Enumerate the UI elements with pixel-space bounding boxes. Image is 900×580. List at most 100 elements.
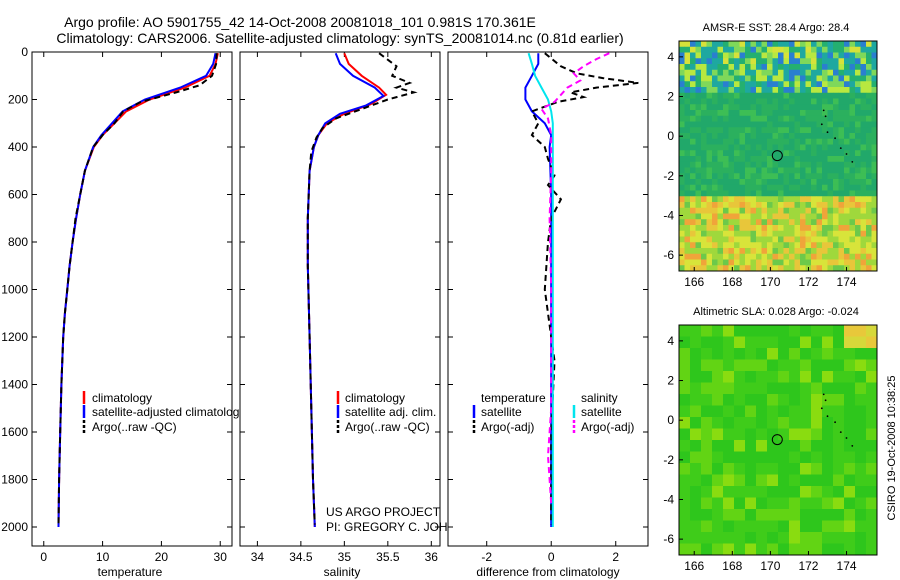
- map-cell: [728, 213, 735, 220]
- map-cell: [871, 265, 878, 272]
- map-cell: [767, 150, 773, 157]
- map-cell: [712, 440, 724, 452]
- map-cell: [849, 219, 856, 226]
- map-cell: [706, 259, 713, 266]
- map-cell: [789, 248, 795, 255]
- map-cell: [728, 253, 735, 260]
- map-cell: [794, 173, 801, 180]
- map-cell: [860, 190, 867, 197]
- map-cell: [794, 52, 801, 59]
- map-cell: [750, 52, 757, 59]
- map-cell: [728, 75, 735, 82]
- map-cell: [789, 242, 795, 249]
- map-cell: [833, 64, 839, 71]
- map-cell: [767, 382, 779, 395]
- map-cell: [767, 41, 773, 48]
- map-cell: [712, 225, 718, 232]
- map-cell: [805, 58, 812, 65]
- map-cell: [745, 127, 751, 134]
- map-cell: [822, 98, 828, 105]
- map-cell: [866, 52, 872, 59]
- map-cell: [811, 110, 817, 117]
- map-cell: [827, 161, 834, 168]
- map-cell: [860, 75, 867, 82]
- map-cell: [855, 69, 861, 76]
- map-cell: [838, 161, 845, 168]
- map-cell: [728, 133, 735, 140]
- map-cell: [838, 236, 845, 243]
- difference-panel: -2 0 2 difference from climatology tempera…: [447, 51, 649, 579]
- map-cell: [816, 190, 823, 197]
- map-cell: [739, 184, 746, 191]
- map-cell: [728, 230, 735, 237]
- map-cell: [783, 156, 790, 163]
- map-cell: [712, 259, 718, 266]
- map-cell: [750, 41, 757, 48]
- map-cell: [789, 509, 801, 521]
- map-cell: [794, 121, 801, 128]
- map-cell: [750, 150, 757, 157]
- map-cell: [811, 69, 817, 76]
- map-cell: [827, 265, 834, 272]
- map-cell: [756, 520, 768, 533]
- map-cell: [778, 417, 790, 429]
- map-cell: [712, 98, 718, 105]
- map-cell: [800, 46, 806, 53]
- map-cell: [778, 144, 784, 151]
- map-cell: [805, 69, 812, 76]
- map-cell: [827, 213, 834, 220]
- map-cell: [866, 242, 872, 249]
- map-cell: [717, 75, 724, 82]
- map-cell: [750, 167, 757, 174]
- map-cell: [811, 64, 817, 71]
- map-cell: [728, 265, 735, 272]
- map-cell: [844, 202, 850, 209]
- salinity-axes-box: [239, 51, 441, 547]
- map-cell: [838, 46, 845, 53]
- temperature-xlabel: temperature: [98, 565, 163, 579]
- map-cell: [789, 92, 795, 99]
- map-cell: [789, 75, 795, 82]
- map-cell: [789, 265, 795, 272]
- map-cell: [772, 190, 779, 197]
- map-cell: [739, 161, 746, 168]
- map-cell: [866, 64, 872, 71]
- map-cell: [822, 486, 834, 498]
- map-cell: [860, 179, 867, 186]
- map-cell: [811, 167, 817, 174]
- map-cell: [690, 336, 702, 349]
- map-cell: [822, 87, 828, 94]
- map-cell: [822, 253, 828, 260]
- map-cell: [723, 394, 735, 406]
- map-cell: [811, 348, 823, 360]
- map-cell: [855, 543, 867, 556]
- map-cell: [789, 520, 801, 533]
- map-cell: [866, 336, 878, 349]
- map-cell: [723, 104, 729, 111]
- map-cell: [855, 451, 867, 464]
- map-cell: [800, 81, 806, 88]
- legend-label-argo: Argo(..raw -QC): [345, 420, 430, 434]
- map-cell: [684, 121, 691, 128]
- map-cell: [822, 348, 834, 360]
- map-cell: [811, 46, 817, 53]
- map-cell: [860, 156, 867, 163]
- map-cell: [778, 133, 784, 140]
- map-cell: [838, 230, 845, 237]
- map-cell: [855, 190, 861, 197]
- map-cell: [723, 213, 729, 220]
- map-cell: [849, 167, 856, 174]
- map-cell: [816, 87, 823, 94]
- map-cell: [822, 509, 834, 521]
- map-cell: [684, 144, 691, 151]
- map-cell: [855, 52, 861, 59]
- map-cell: [816, 156, 823, 163]
- map-cell: [794, 236, 801, 243]
- map-cell: [816, 104, 823, 111]
- map-cell: [745, 543, 757, 556]
- map-cell: [866, 359, 878, 372]
- map-cell: [866, 41, 872, 48]
- map-cell: [833, 405, 845, 418]
- map-cell: [855, 156, 861, 163]
- map-cell: [723, 196, 729, 203]
